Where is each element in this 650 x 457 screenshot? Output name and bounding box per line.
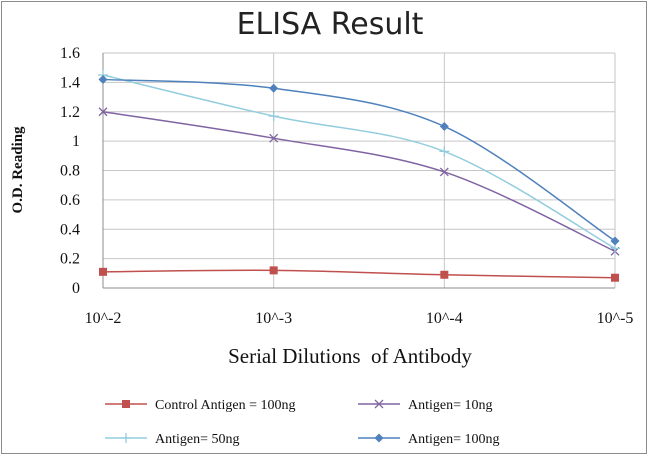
legend-label: Control Antigen = 100ng: [155, 398, 296, 413]
y-tick-label: 1.6: [60, 45, 80, 62]
x-tick-label: 10^-4: [426, 310, 463, 327]
data-point-2: [439, 167, 449, 177]
data-point-1: [99, 267, 107, 276]
series-line-3: [102, 74, 616, 249]
y-axis-title: O.D. Reading: [10, 126, 26, 214]
data-point-4: [439, 121, 449, 131]
y-tick-label: 1.4: [60, 74, 80, 91]
legend-label: Antigen= 100ng: [408, 432, 500, 447]
legend-swatch-marker: [374, 399, 384, 409]
chart-title: ELISA Result: [237, 7, 424, 42]
data-point-4: [269, 83, 279, 93]
y-tick-label: 0.4: [60, 221, 80, 238]
x-tick-label: 10^-3: [255, 310, 292, 327]
grid-layer: [102, 52, 616, 289]
series-layer: [98, 70, 620, 282]
legend-swatch-marker: [122, 400, 130, 408]
legend-swatch-marker: [121, 433, 131, 443]
y-tick-label: 0.2: [60, 251, 80, 268]
x-tick-labels: 10^-2 10^-3 10^-4 10^-5: [85, 310, 634, 327]
data-point-1: [611, 273, 619, 282]
y-tick-label: 0: [72, 280, 80, 297]
legend-swatch-marker: [374, 433, 384, 443]
series-line-2: [102, 111, 616, 252]
y-tick-label: 1: [72, 133, 80, 150]
x-tick-label: 10^-5: [597, 310, 634, 327]
data-point-2: [269, 133, 279, 143]
legend-label: Antigen= 50ng: [155, 432, 240, 447]
y-tick-label: 0.6: [60, 192, 80, 209]
x-tick-label: 10^-2: [85, 310, 122, 327]
data-point-3: [439, 146, 450, 157]
data-point-3: [268, 111, 279, 122]
data-point-4: [98, 74, 108, 84]
series-line-1: [102, 269, 616, 279]
legend-label: Antigen= 10ng: [408, 398, 493, 413]
data-point-1: [269, 266, 278, 275]
y-tick-label: 0.8: [60, 163, 80, 180]
x-axis-title: Serial Dilutions of Antibody: [228, 344, 472, 368]
data-point-2: [98, 107, 108, 117]
series-line-4: [102, 78, 616, 242]
y-tick-labels: 0 0.2 0.4 0.6 0.8 1 1.2 1.4 1.6: [60, 45, 80, 297]
data-point-1: [440, 270, 449, 279]
legend: Control Antigen = 100ng Antigen= 10ng Anti…: [105, 398, 500, 447]
data-point-4: [610, 236, 620, 246]
y-tick-label: 1.2: [60, 104, 80, 121]
